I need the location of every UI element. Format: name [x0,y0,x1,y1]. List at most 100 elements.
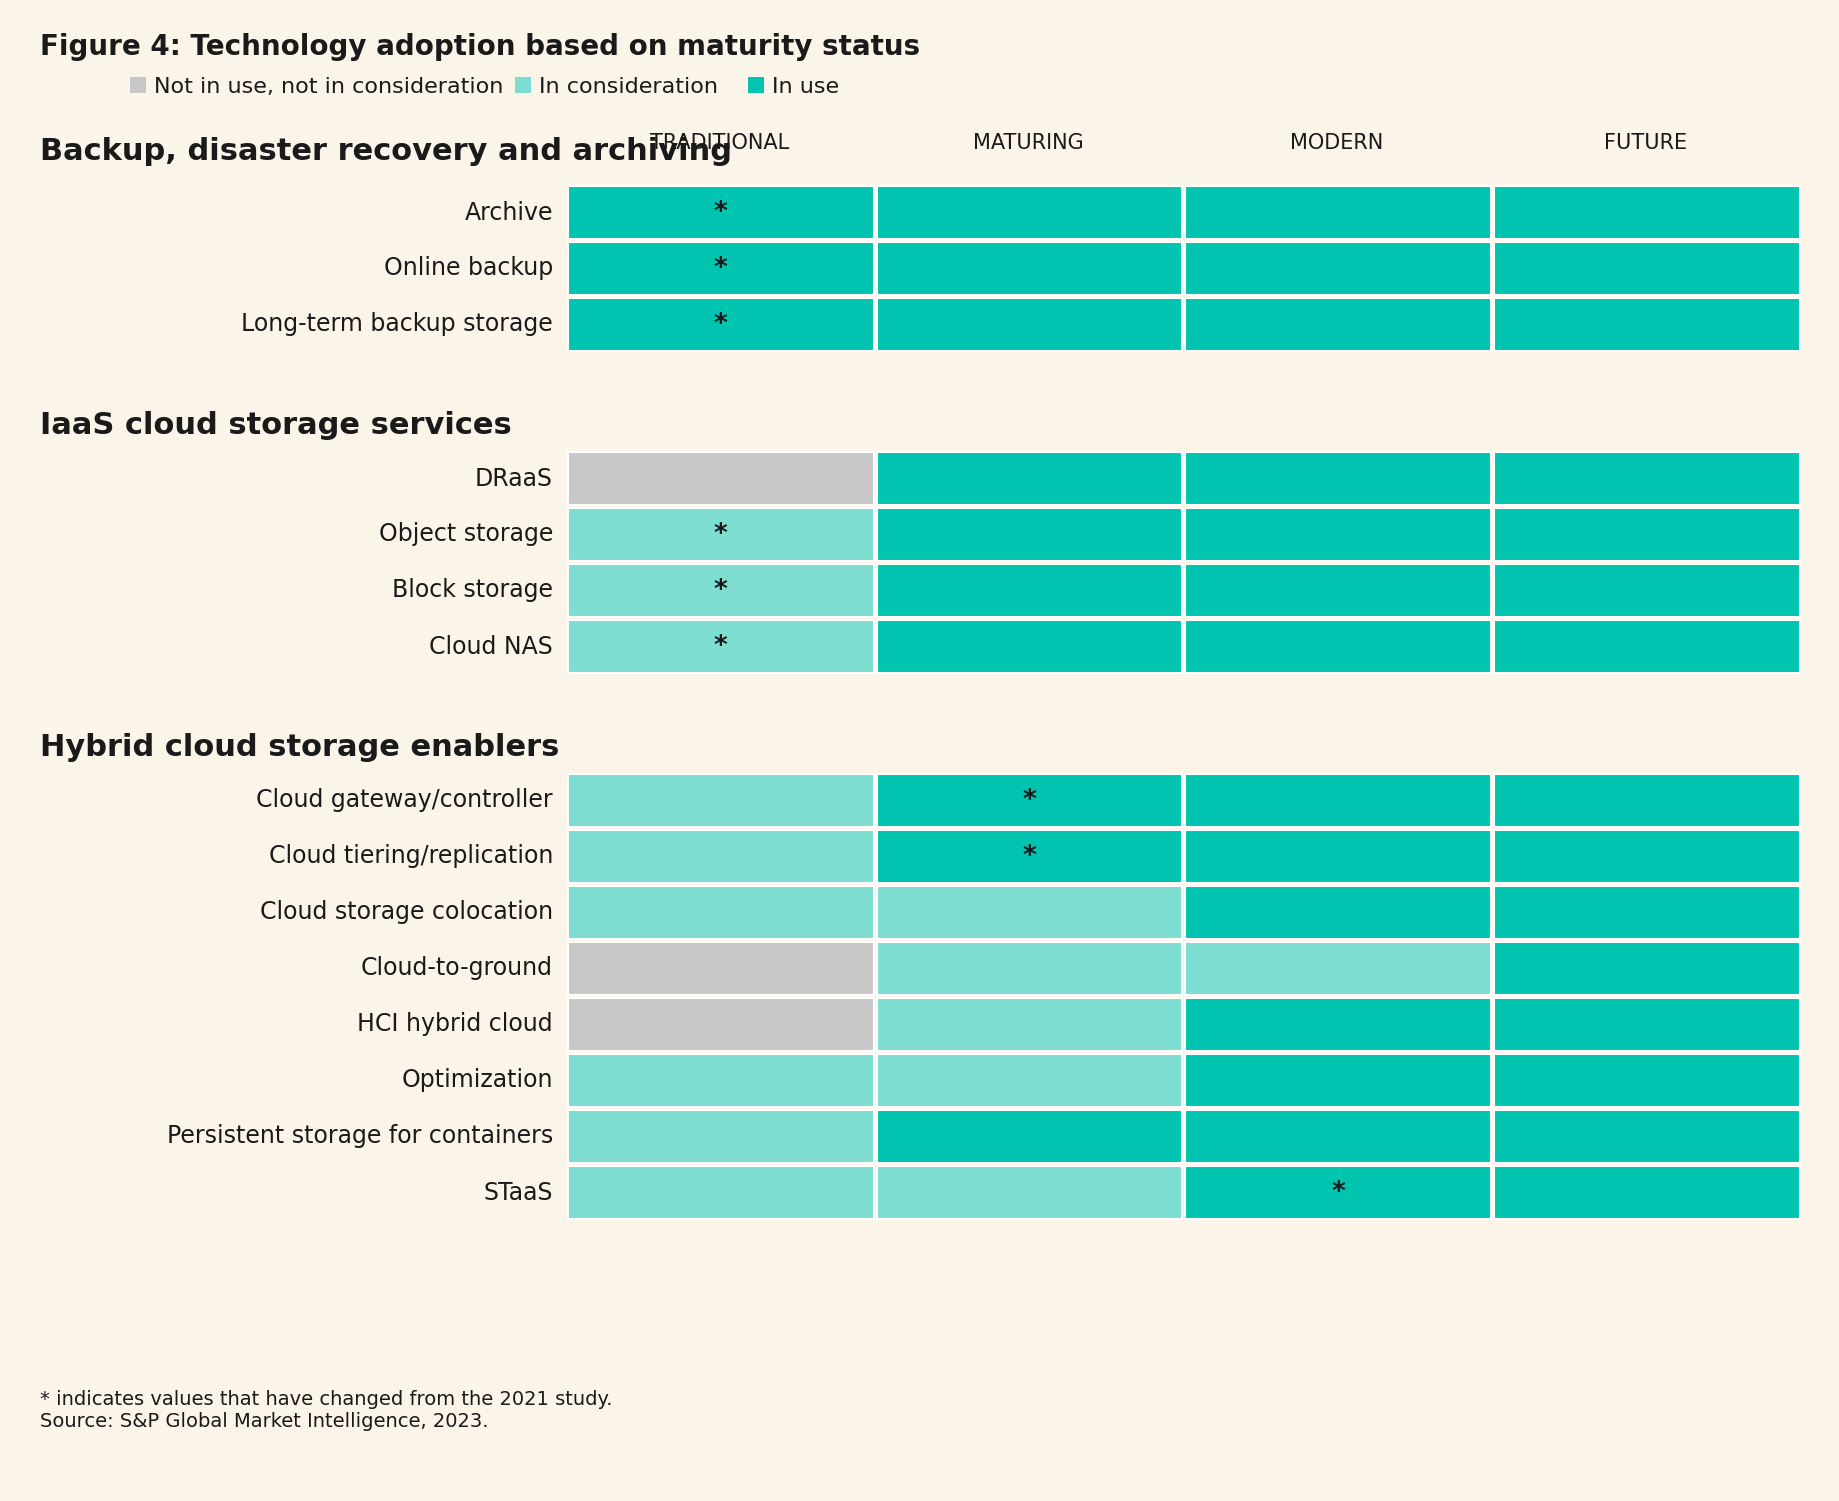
Text: Source: S&P Global Market Intelligence, 2023.: Source: S&P Global Market Intelligence, … [40,1412,489,1430]
Text: Not in use, not in consideration: Not in use, not in consideration [154,77,504,98]
Bar [1186,564,1491,617]
Bar [1495,1054,1800,1108]
Text: IaaS cloud storage services: IaaS cloud storage services [40,411,511,440]
Text: Cloud-to-ground: Cloud-to-ground [360,956,554,980]
Bar [515,77,531,93]
Text: Long-term backup storage: Long-term backup storage [241,312,554,336]
Bar [877,507,1182,561]
Bar [568,452,874,504]
Text: *: * [714,200,728,225]
Text: STaaS: STaaS [484,1180,554,1204]
Bar [1495,299,1800,351]
Text: Cloud gateway/controller: Cloud gateway/controller [256,788,554,812]
Text: *: * [1022,844,1037,869]
Bar [1186,1166,1491,1219]
Bar [568,886,874,940]
Text: *: * [714,255,728,282]
Bar [568,242,874,296]
Bar [877,620,1182,672]
Bar [748,77,763,93]
Text: HCI hybrid cloud: HCI hybrid cloud [357,1013,554,1037]
Text: *: * [714,312,728,338]
Bar [1186,1111,1491,1163]
Bar [1186,775,1491,827]
Text: Backup, disaster recovery and archiving: Backup, disaster recovery and archiving [40,137,732,167]
Text: TRADITIONAL: TRADITIONAL [649,134,789,153]
Bar [877,830,1182,883]
Text: Block storage: Block storage [392,578,554,602]
Text: *: * [714,633,728,659]
Text: DRaaS: DRaaS [474,467,554,491]
Text: *: * [714,521,728,548]
Bar [1495,507,1800,561]
Bar [568,775,874,827]
Text: MODERN: MODERN [1291,134,1383,153]
Bar [1495,1111,1800,1163]
Text: *: * [714,578,728,603]
Bar [568,1111,874,1163]
Bar [877,564,1182,617]
Text: Hybrid cloud storage enablers: Hybrid cloud storage enablers [40,732,559,763]
Bar [568,943,874,995]
Bar [1495,830,1800,883]
Text: *: * [1331,1180,1346,1205]
Bar [568,564,874,617]
Bar [568,620,874,672]
Bar [877,299,1182,351]
Bar [877,186,1182,239]
Text: Object storage: Object storage [379,522,554,546]
Bar [568,998,874,1051]
Bar [568,1166,874,1219]
Bar [568,299,874,351]
Text: Cloud tiering/replication: Cloud tiering/replication [268,845,554,869]
Bar [1495,943,1800,995]
Bar [877,1166,1182,1219]
Text: Cloud NAS: Cloud NAS [428,635,554,659]
Bar [877,998,1182,1051]
Bar [877,943,1182,995]
Text: Online backup: Online backup [384,257,554,281]
Bar [1186,242,1491,296]
Bar [1495,775,1800,827]
Bar [877,452,1182,504]
Bar [1186,507,1491,561]
Text: *: * [1022,788,1037,814]
Bar [1495,564,1800,617]
Bar [877,242,1182,296]
Bar [1495,998,1800,1051]
Text: In consideration: In consideration [539,77,717,98]
Bar [1186,886,1491,940]
Bar [1186,620,1491,672]
Bar [131,77,145,93]
Bar [568,1054,874,1108]
Text: Figure 4: Technology adoption based on maturity status: Figure 4: Technology adoption based on m… [40,33,919,62]
Bar [1186,452,1491,504]
Bar [1186,830,1491,883]
Text: Archive: Archive [465,201,554,225]
Bar [1186,943,1491,995]
Bar [568,186,874,239]
Bar [877,775,1182,827]
Bar [568,830,874,883]
Bar [877,886,1182,940]
Bar [1495,1166,1800,1219]
Bar [877,1111,1182,1163]
Bar [877,1054,1182,1108]
Bar [1495,186,1800,239]
Text: Optimization: Optimization [401,1069,554,1093]
Bar [568,507,874,561]
Text: In use: In use [772,77,839,98]
Bar [1186,1054,1491,1108]
Bar [1495,620,1800,672]
Text: FUTURE: FUTURE [1604,134,1686,153]
Bar [1186,299,1491,351]
Text: Cloud storage colocation: Cloud storage colocation [259,901,554,925]
Bar [1186,998,1491,1051]
Bar [1495,886,1800,940]
Text: Persistent storage for containers: Persistent storage for containers [167,1124,554,1148]
Text: MATURING: MATURING [973,134,1083,153]
Text: * indicates values that have changed from the 2021 study.: * indicates values that have changed fro… [40,1390,612,1409]
Bar [1495,452,1800,504]
Bar [1495,242,1800,296]
Bar [1186,186,1491,239]
